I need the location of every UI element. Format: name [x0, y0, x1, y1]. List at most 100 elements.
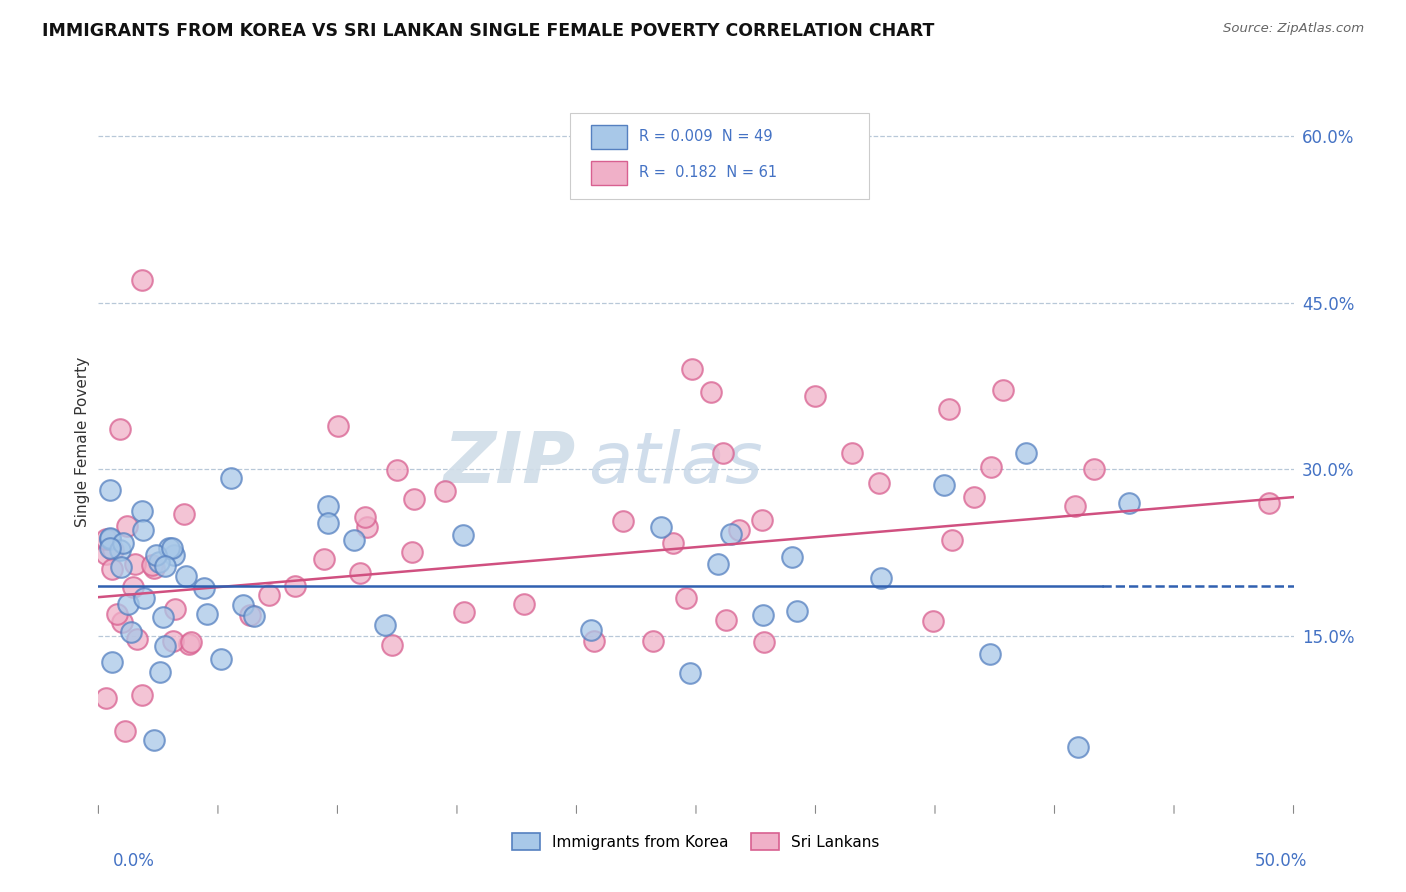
- Point: [711, 446, 734, 460]
- Point: [153, 639, 176, 653]
- Y-axis label: Single Female Poverty: Single Female Poverty: [75, 357, 90, 526]
- Point: [134, 591, 156, 606]
- Point: [162, 633, 184, 648]
- Point: [1067, 740, 1090, 755]
- Point: [98, 532, 122, 546]
- Point: [105, 607, 128, 621]
- Point: [98, 532, 122, 546]
- Point: [720, 527, 742, 541]
- Point: [453, 605, 475, 619]
- Point: [328, 418, 350, 433]
- Point: [284, 579, 307, 593]
- Point: [232, 599, 254, 613]
- Point: [165, 601, 187, 615]
- Point: [980, 460, 1002, 475]
- Point: [257, 588, 280, 602]
- Point: [979, 648, 1001, 662]
- Point: [142, 733, 165, 747]
- Point: [115, 518, 138, 533]
- Point: [148, 555, 170, 569]
- Point: [751, 513, 773, 527]
- Point: [101, 561, 124, 575]
- FancyBboxPatch shape: [571, 112, 869, 200]
- Point: [101, 542, 124, 557]
- Point: [114, 723, 136, 738]
- Point: [152, 610, 174, 624]
- Point: [453, 528, 475, 542]
- Point: [385, 462, 408, 476]
- Point: [675, 591, 697, 605]
- Point: [513, 597, 536, 611]
- Point: [699, 384, 721, 399]
- Point: [131, 504, 153, 518]
- Point: [401, 545, 423, 559]
- Point: [314, 551, 336, 566]
- Point: [374, 618, 396, 632]
- Point: [157, 541, 180, 556]
- FancyBboxPatch shape: [591, 161, 627, 185]
- Point: [752, 635, 775, 649]
- FancyBboxPatch shape: [591, 125, 627, 149]
- Point: [173, 507, 195, 521]
- Point: [752, 607, 775, 622]
- Point: [316, 500, 339, 514]
- Point: [125, 632, 148, 646]
- Point: [149, 665, 172, 679]
- Text: 50.0%: 50.0%: [1256, 852, 1308, 870]
- Point: [650, 520, 672, 534]
- Point: [117, 597, 139, 611]
- Point: [131, 688, 153, 702]
- Point: [1258, 496, 1281, 510]
- Point: [110, 543, 132, 558]
- Point: [180, 634, 202, 648]
- Point: [174, 569, 197, 583]
- Point: [938, 402, 960, 417]
- Point: [120, 625, 142, 640]
- Point: [1118, 496, 1140, 510]
- Point: [343, 533, 366, 547]
- Point: [868, 475, 890, 490]
- Point: [209, 652, 232, 666]
- Point: [941, 533, 963, 548]
- Point: [98, 541, 122, 556]
- Point: [641, 633, 664, 648]
- Text: Source: ZipAtlas.com: Source: ZipAtlas.com: [1223, 22, 1364, 36]
- Point: [101, 655, 124, 669]
- Point: [121, 580, 143, 594]
- Point: [354, 510, 377, 524]
- Point: [153, 558, 176, 573]
- Point: [402, 492, 425, 507]
- Point: [870, 571, 893, 585]
- Point: [132, 523, 155, 537]
- Point: [1063, 499, 1085, 513]
- Point: [219, 471, 242, 485]
- Point: [193, 582, 215, 596]
- Point: [98, 483, 122, 497]
- Point: [786, 604, 808, 618]
- Point: [162, 541, 184, 555]
- Point: [124, 557, 146, 571]
- Point: [841, 446, 863, 460]
- Text: ZIP: ZIP: [444, 429, 576, 498]
- Text: atlas: atlas: [589, 429, 763, 498]
- Point: [110, 560, 132, 574]
- Point: [1083, 462, 1105, 476]
- Point: [932, 477, 955, 491]
- Text: R = 0.009  N = 49: R = 0.009 N = 49: [638, 129, 772, 145]
- Text: R =  0.182  N = 61: R = 0.182 N = 61: [638, 165, 776, 180]
- Point: [110, 422, 132, 436]
- Point: [239, 608, 262, 623]
- Point: [349, 566, 371, 580]
- Point: [143, 561, 166, 575]
- Point: [94, 547, 117, 561]
- Point: [1015, 445, 1038, 459]
- Point: [678, 666, 700, 681]
- Point: [963, 490, 986, 504]
- Legend: Immigrants from Korea, Sri Lankans: Immigrants from Korea, Sri Lankans: [506, 827, 886, 856]
- Point: [682, 362, 704, 376]
- Text: IMMIGRANTS FROM KOREA VS SRI LANKAN SINGLE FEMALE POVERTY CORRELATION CHART: IMMIGRANTS FROM KOREA VS SRI LANKAN SING…: [42, 22, 935, 40]
- Point: [94, 532, 117, 546]
- Point: [177, 637, 200, 651]
- Point: [112, 536, 135, 550]
- Point: [163, 548, 186, 562]
